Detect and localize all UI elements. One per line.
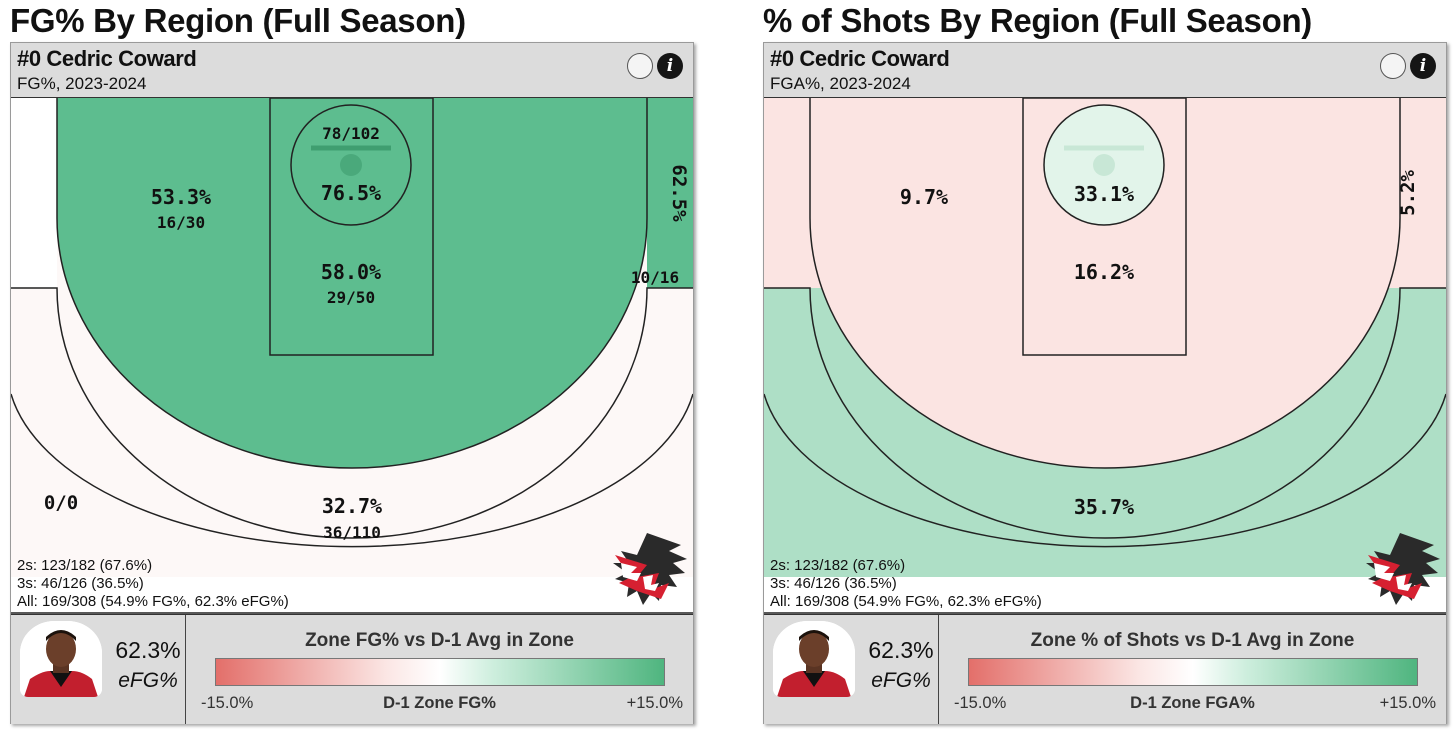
panel-title: FG% By Region (Full Season) — [10, 2, 466, 39]
court-heatmap: 9.7% 33.1% 16.2% 5.2% 35.7% 2s: 123/182 … — [764, 98, 1446, 614]
shot-chart-card: #0 Cedric Coward FGA%, 2023-2024 i 9.7% … — [763, 42, 1447, 724]
efg-value: 62.3% — [868, 637, 934, 663]
panel-title: % of Shots By Region (Full Season) — [763, 2, 1312, 39]
three-point-line-boundary — [764, 287, 1446, 539]
fg-pct-panel: FG% By Region (Full Season) #0 Cedric Co… — [10, 0, 700, 738]
backcourt-area — [11, 577, 693, 614]
zone-label-count: 16/30 — [157, 213, 205, 232]
zone-label-count: 10/16 — [631, 268, 679, 287]
eagle-logo-icon — [1366, 533, 1440, 605]
card-footer: 62.3% eFG% Zone % of Shots vs D-1 Avg in… — [764, 614, 1446, 724]
card-header: #0 Cedric Coward FG%, 2023-2024 i — [11, 43, 693, 98]
efg-value: 62.3% — [115, 637, 181, 663]
summary-all: All: 169/308 (54.9% FG%, 62.3% eFG%) — [17, 593, 289, 610]
zone-label-pct: 16.2% — [1074, 260, 1134, 284]
zone-label-pct: 58.0% — [321, 260, 381, 284]
zone-label-count: 29/50 — [327, 288, 375, 307]
footer-divider — [938, 615, 939, 724]
hoop — [340, 154, 362, 176]
eagle-logo-icon — [613, 533, 687, 605]
shot-chart-card: #0 Cedric Coward FG%, 2023-2024 i — [10, 42, 694, 724]
three-point-arc — [809, 98, 1401, 469]
player-headshot — [20, 621, 102, 697]
toggle-circle-icon[interactable] — [1380, 53, 1406, 79]
zone-label-pct: 0/0 — [44, 492, 78, 514]
outer-arc — [764, 393, 1446, 548]
summary-3s: 3s: 46/126 (36.5%) — [17, 575, 144, 592]
legend-max: +15.0% — [626, 694, 683, 712]
efg-label: eFG% — [871, 669, 931, 692]
backcourt-area — [764, 577, 1446, 614]
legend-title: Zone FG% vs D-1 Avg in Zone — [305, 630, 574, 651]
stat-subtitle: FG%, 2023-2024 — [17, 74, 147, 93]
summary-all: All: 169/308 (54.9% FG%, 62.3% eFG%) — [770, 593, 1042, 610]
zone-label-pct: 32.7% — [322, 494, 382, 518]
efg-label: eFG% — [118, 669, 178, 692]
info-icon[interactable]: i — [1410, 53, 1436, 79]
zone-right-corner-3 — [647, 98, 693, 288]
footer-divider — [185, 615, 186, 724]
legend-label: D-1 Zone FGA% — [1130, 694, 1255, 712]
legend-title: Zone % of Shots vs D-1 Avg in Zone — [1030, 630, 1355, 651]
summary-3s: 3s: 46/126 (36.5%) — [770, 575, 897, 592]
player-name: #0 Cedric Coward — [17, 46, 197, 71]
zone-label-count: 78/102 — [322, 124, 380, 143]
zone-label-pct: 35.7% — [1074, 495, 1134, 519]
legend-color-scale — [968, 658, 1418, 686]
legend-label: D-1 Zone FG% — [383, 694, 496, 712]
player-headshot — [773, 621, 855, 697]
zone-label-pct: 53.3% — [151, 185, 211, 209]
legend-max: +15.0% — [1379, 694, 1436, 712]
three-point-arc — [56, 98, 648, 469]
shot-share-panel: % of Shots By Region (Full Season) #0 Ce… — [763, 0, 1453, 738]
info-icon[interactable]: i — [657, 53, 683, 79]
summary-2s: 2s: 123/182 (67.6%) — [770, 557, 905, 574]
hoop — [1093, 154, 1115, 176]
summary-2s: 2s: 123/182 (67.6%) — [17, 557, 152, 574]
zone-label-pct: 5.2% — [1397, 170, 1419, 216]
stat-subtitle: FGA%, 2023-2024 — [770, 74, 911, 93]
three-point-line-boundary — [11, 287, 693, 539]
card-header: #0 Cedric Coward FGA%, 2023-2024 i — [764, 43, 1446, 98]
card-footer: 62.3% eFG% Zone FG% vs D-1 Avg in Zone -… — [11, 614, 693, 724]
legend-min: -15.0% — [954, 694, 1007, 712]
legend-min: -15.0% — [201, 694, 254, 712]
player-name: #0 Cedric Coward — [770, 46, 950, 71]
legend-color-scale — [215, 658, 665, 686]
court-heatmap: 53.3% 16/30 78/102 76.5% 58.0% 29/50 62.… — [11, 98, 693, 614]
outer-arc — [11, 393, 693, 548]
zone-label-pct: 62.5% — [668, 164, 690, 222]
zone-label-count: 36/110 — [323, 523, 381, 542]
zone-label-pct: 76.5% — [321, 181, 381, 205]
zone-label-pct: 9.7% — [900, 185, 948, 209]
zone-left-corner-3 — [11, 98, 57, 288]
zone-label-pct: 33.1% — [1074, 182, 1134, 206]
toggle-circle-icon[interactable] — [627, 53, 653, 79]
